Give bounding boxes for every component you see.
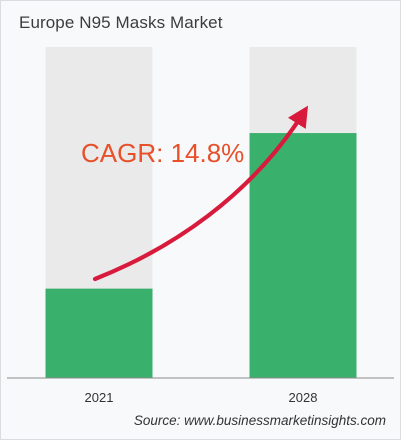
x-tick-label-2021: 2021 bbox=[85, 390, 114, 405]
cagr-annotation: CAGR: 14.8% bbox=[81, 138, 244, 168]
source-note: Source: www.businessmarketinsights.com bbox=[133, 413, 386, 428]
cagr-arrow bbox=[92, 105, 309, 282]
x-tick-label-2028: 2028 bbox=[289, 390, 318, 405]
bar-2021 bbox=[45, 288, 153, 378]
bar-2028 bbox=[249, 133, 357, 378]
chart-title: Europe N95 Masks Market bbox=[19, 13, 223, 32]
